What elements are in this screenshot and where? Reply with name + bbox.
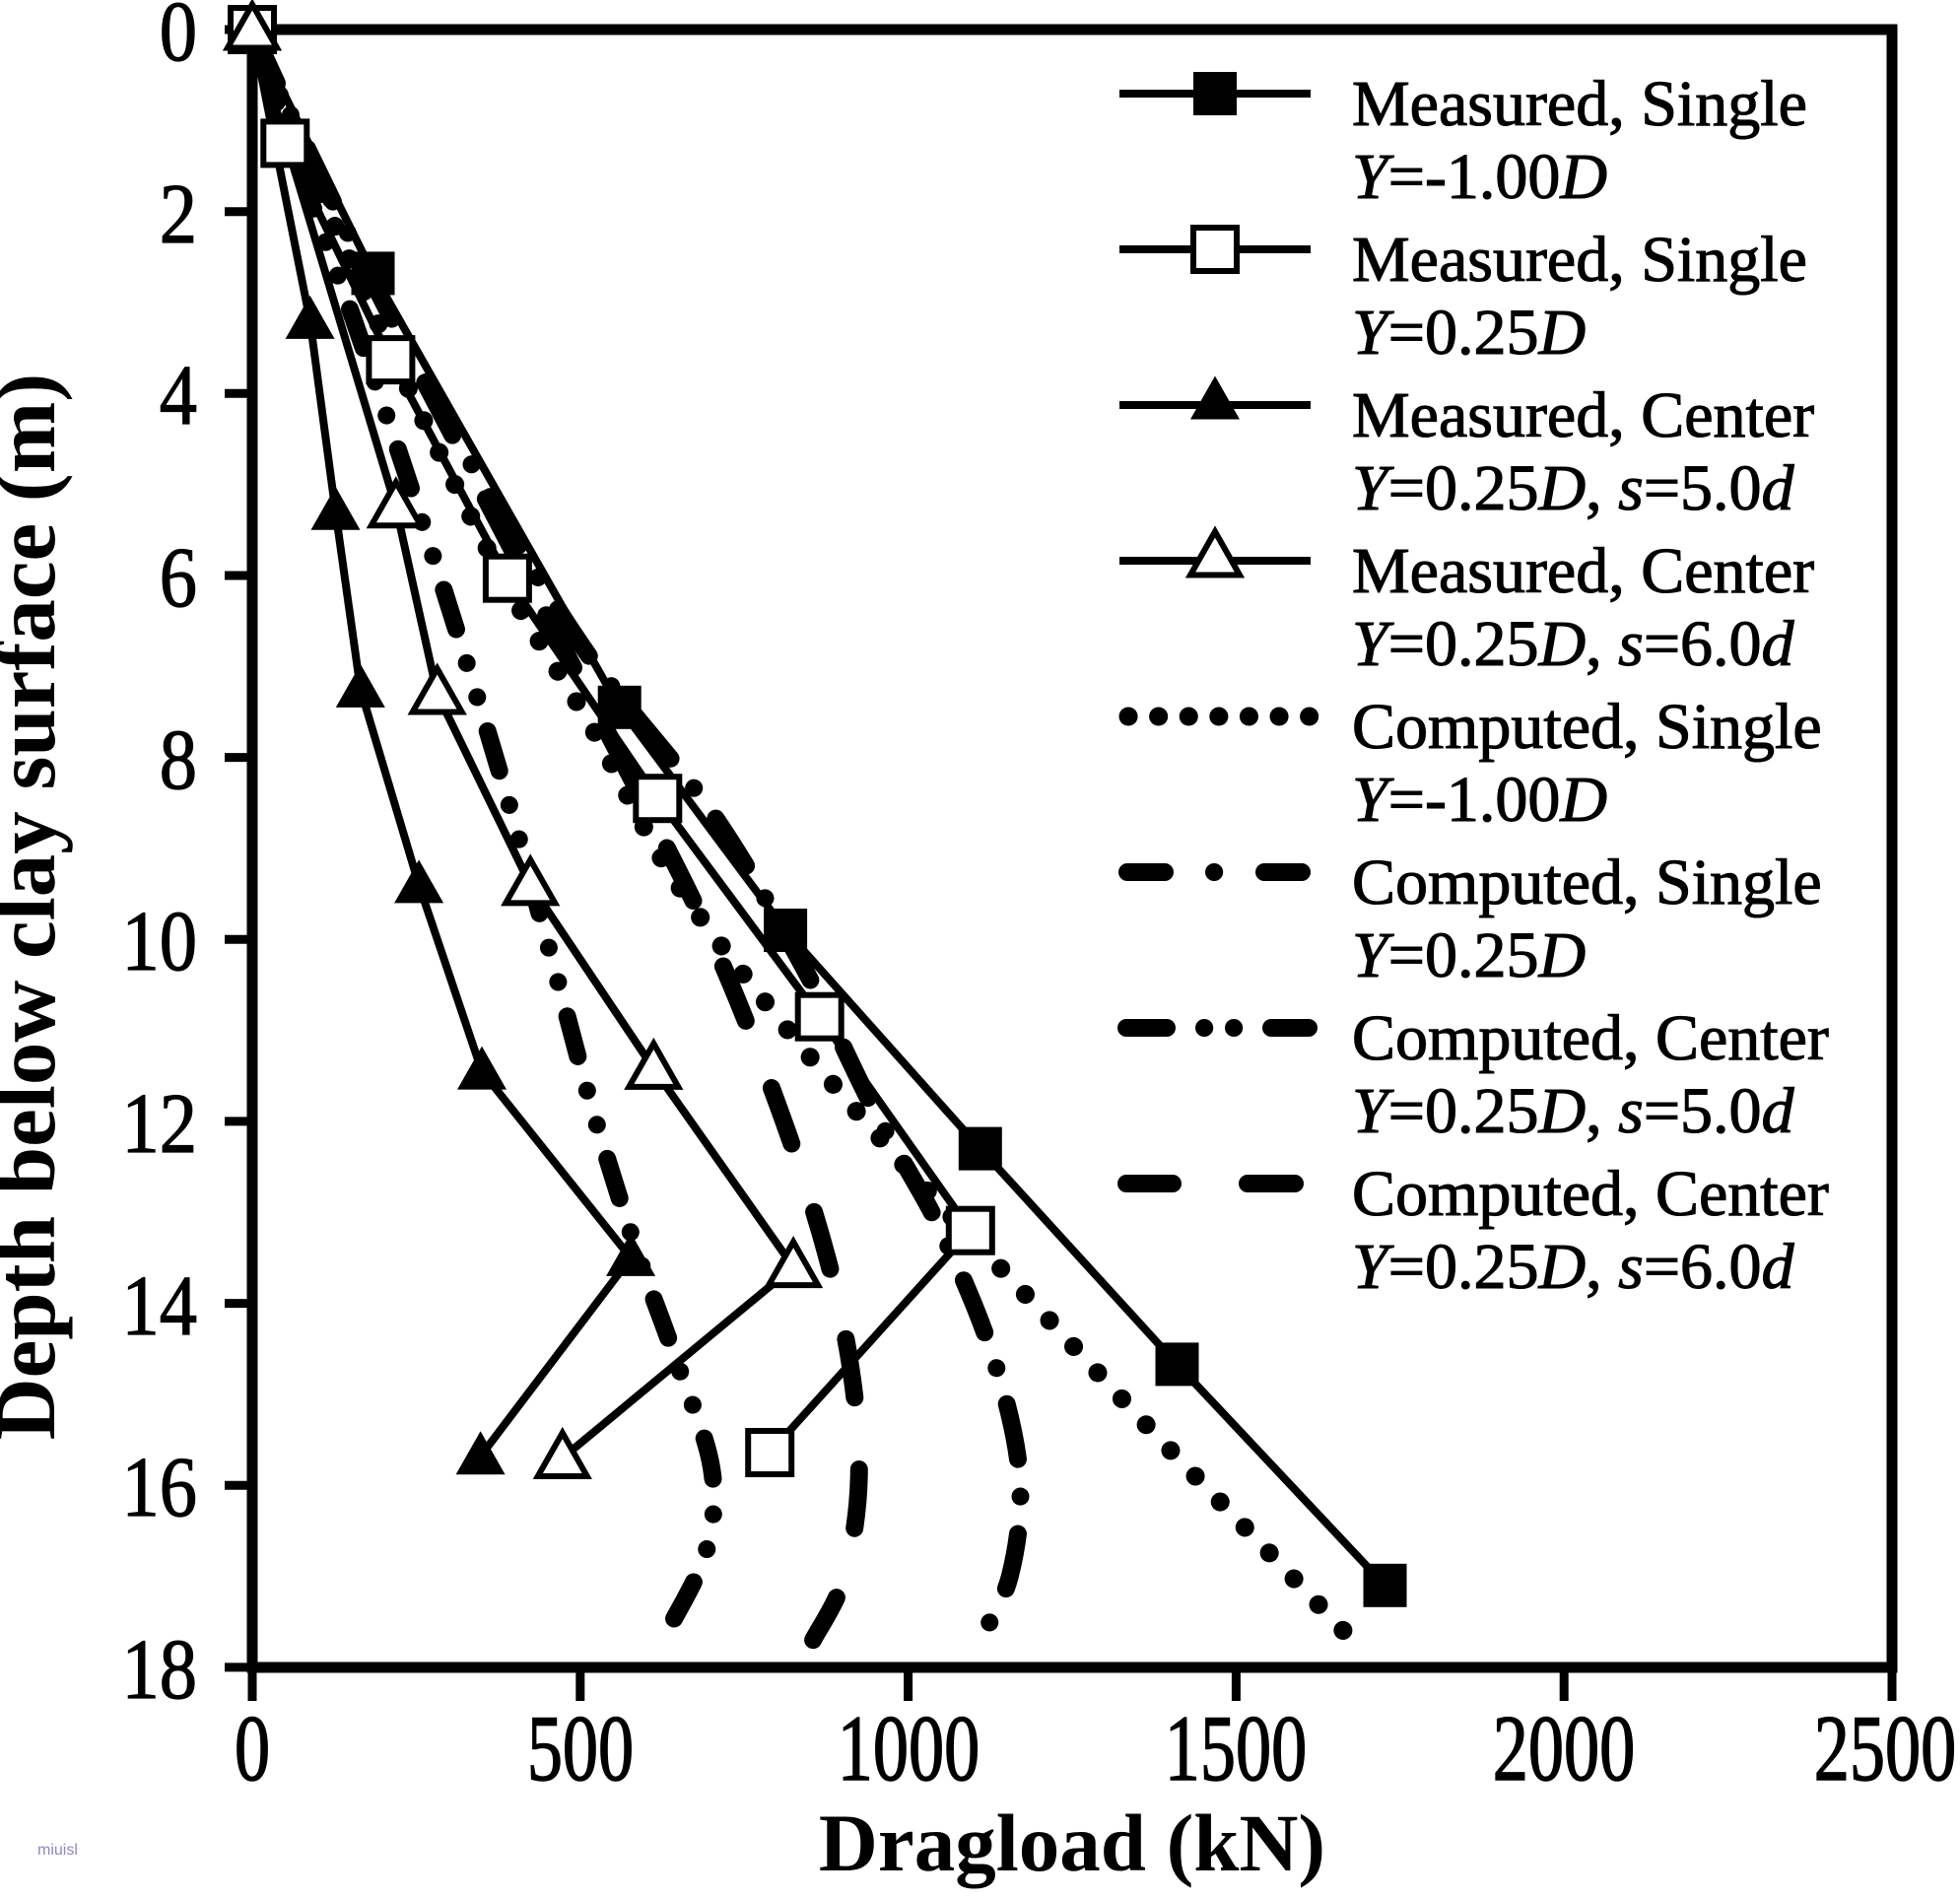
svg-text:2500: 2500 [1814, 1698, 1956, 1801]
svg-text:8: 8 [160, 712, 197, 807]
svg-text:18: 18 [121, 1621, 197, 1717]
svg-text:Computed, Center: Computed, Center [1352, 1002, 1829, 1074]
svg-text:Y=0.25D: Y=0.25D [1352, 297, 1586, 369]
svg-text:Measured, Center: Measured, Center [1352, 379, 1814, 451]
svg-text:Y=-1.00D: Y=-1.00D [1352, 141, 1607, 213]
svg-text:10: 10 [121, 893, 197, 988]
svg-text:Computed, Single: Computed, Single [1352, 691, 1822, 763]
svg-text:2000: 2000 [1493, 1698, 1635, 1801]
svg-text:0: 0 [160, 0, 197, 79]
svg-text:Y=0.25D: Y=0.25D [1352, 919, 1586, 991]
svg-text:Y=0.25D, s=5.0d: Y=0.25D, s=5.0d [1352, 1075, 1795, 1147]
svg-text:Computed, Single: Computed, Single [1352, 847, 1822, 918]
svg-text:2: 2 [160, 166, 197, 261]
svg-text:Measured, Single: Measured, Single [1352, 224, 1807, 296]
svg-text:500: 500 [527, 1698, 634, 1801]
svg-text:Measured, Single: Measured, Single [1352, 68, 1807, 140]
svg-text:1000: 1000 [838, 1698, 980, 1801]
svg-text:6: 6 [160, 529, 197, 625]
svg-text:14: 14 [121, 1257, 197, 1353]
svg-text:Computed, Center: Computed, Center [1352, 1158, 1829, 1230]
svg-text:12: 12 [121, 1075, 197, 1171]
svg-text:Measured, Center: Measured, Center [1352, 535, 1814, 607]
svg-text:Y=0.25D, s=6.0d: Y=0.25D, s=6.0d [1352, 1231, 1795, 1303]
svg-text:Depth below clay surface (m): Depth below clay surface (m) [0, 373, 73, 1440]
svg-text:Y=-1.00D: Y=-1.00D [1352, 764, 1607, 836]
svg-text:1500: 1500 [1165, 1698, 1307, 1801]
svg-text:Y=0.25D, s=5.0d: Y=0.25D, s=5.0d [1352, 452, 1795, 524]
svg-text:0: 0 [235, 1698, 270, 1801]
svg-text:4: 4 [160, 347, 197, 442]
svg-text:miuisl: miuisl [37, 1842, 78, 1859]
svg-text:Y=0.25D, s=6.0d: Y=0.25D, s=6.0d [1352, 608, 1795, 680]
svg-text:Dragload (kN): Dragload (kN) [819, 1797, 1325, 1888]
svg-text:16: 16 [121, 1439, 197, 1534]
